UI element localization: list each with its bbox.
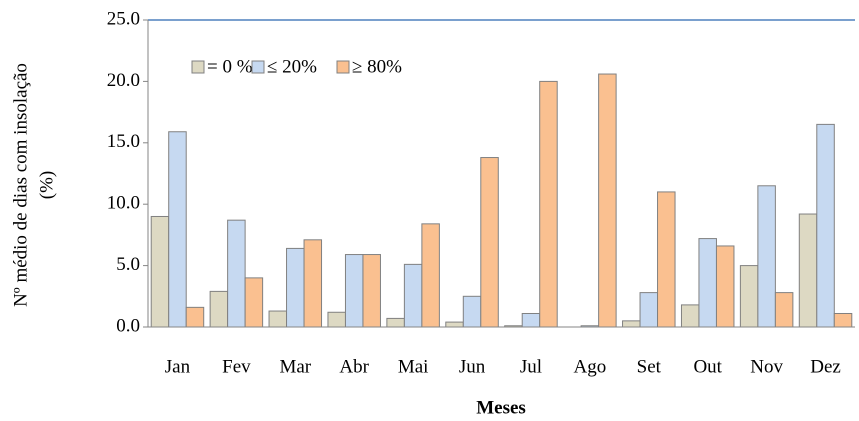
- x-tick-label: Fev: [222, 356, 251, 377]
- y-tick-label: 15.0: [107, 131, 140, 152]
- bar: [739, 265, 759, 328]
- bar: [303, 239, 323, 328]
- legend-label: ≥ 80%: [352, 56, 402, 77]
- legend-swatch: [191, 60, 205, 74]
- y-tick-label: 20.0: [107, 70, 140, 91]
- x-axis-label: Meses: [476, 397, 526, 418]
- bar: [286, 247, 305, 328]
- bar: [622, 320, 641, 328]
- bar: [698, 238, 717, 328]
- x-tick-label: Ago: [574, 356, 607, 377]
- bar: [657, 191, 676, 328]
- legend-swatch: [336, 60, 350, 74]
- bar: [757, 185, 776, 328]
- bar: [598, 73, 617, 328]
- bar: [327, 311, 346, 328]
- bar: [421, 223, 440, 328]
- x-tick-label: Mar: [279, 356, 311, 377]
- x-tick-label: Abr: [339, 356, 369, 377]
- bar: [774, 292, 794, 328]
- y-tick-label: 5.0: [116, 254, 140, 275]
- bar: [639, 292, 659, 328]
- bar: [185, 306, 205, 328]
- bar: [268, 310, 288, 328]
- y-tick-label: 0.0: [116, 315, 140, 336]
- x-tick-label: Jun: [459, 356, 486, 377]
- bar: [244, 277, 264, 328]
- x-tick-label: Nov: [750, 356, 783, 377]
- bar: [798, 213, 818, 328]
- bar: [362, 254, 381, 328]
- bar: [403, 263, 423, 328]
- bar: [816, 123, 835, 328]
- bar: [462, 295, 482, 328]
- y-tick-label: 10.0: [107, 193, 140, 214]
- bar: [168, 131, 187, 328]
- bar: [386, 317, 405, 328]
- x-tick-label: Out: [693, 356, 722, 377]
- legend-swatch: [251, 60, 265, 74]
- y-axis-label: Nº médio de dias com insolação: [10, 63, 31, 307]
- legend-label: = 0 %: [207, 56, 253, 77]
- x-tick-label: Set: [637, 356, 662, 377]
- y-axis-label: (%): [36, 171, 57, 199]
- x-tick-label: Jul: [520, 356, 542, 377]
- bar: [521, 312, 541, 328]
- bar: [445, 321, 464, 328]
- bar: [680, 304, 700, 328]
- bar: [833, 312, 853, 328]
- bar: [715, 245, 735, 328]
- x-tick-label: Jan: [165, 356, 191, 377]
- bar: [227, 219, 246, 328]
- x-tick-label: Mai: [398, 356, 429, 377]
- bar: [480, 157, 499, 328]
- bar: [344, 254, 364, 328]
- y-tick-label: 25.0: [107, 8, 140, 29]
- bar: [150, 215, 170, 328]
- bar: [539, 80, 558, 328]
- x-tick-label: Dez: [810, 356, 841, 377]
- legend-label: ≤ 20%: [267, 56, 317, 77]
- bar: [209, 290, 229, 328]
